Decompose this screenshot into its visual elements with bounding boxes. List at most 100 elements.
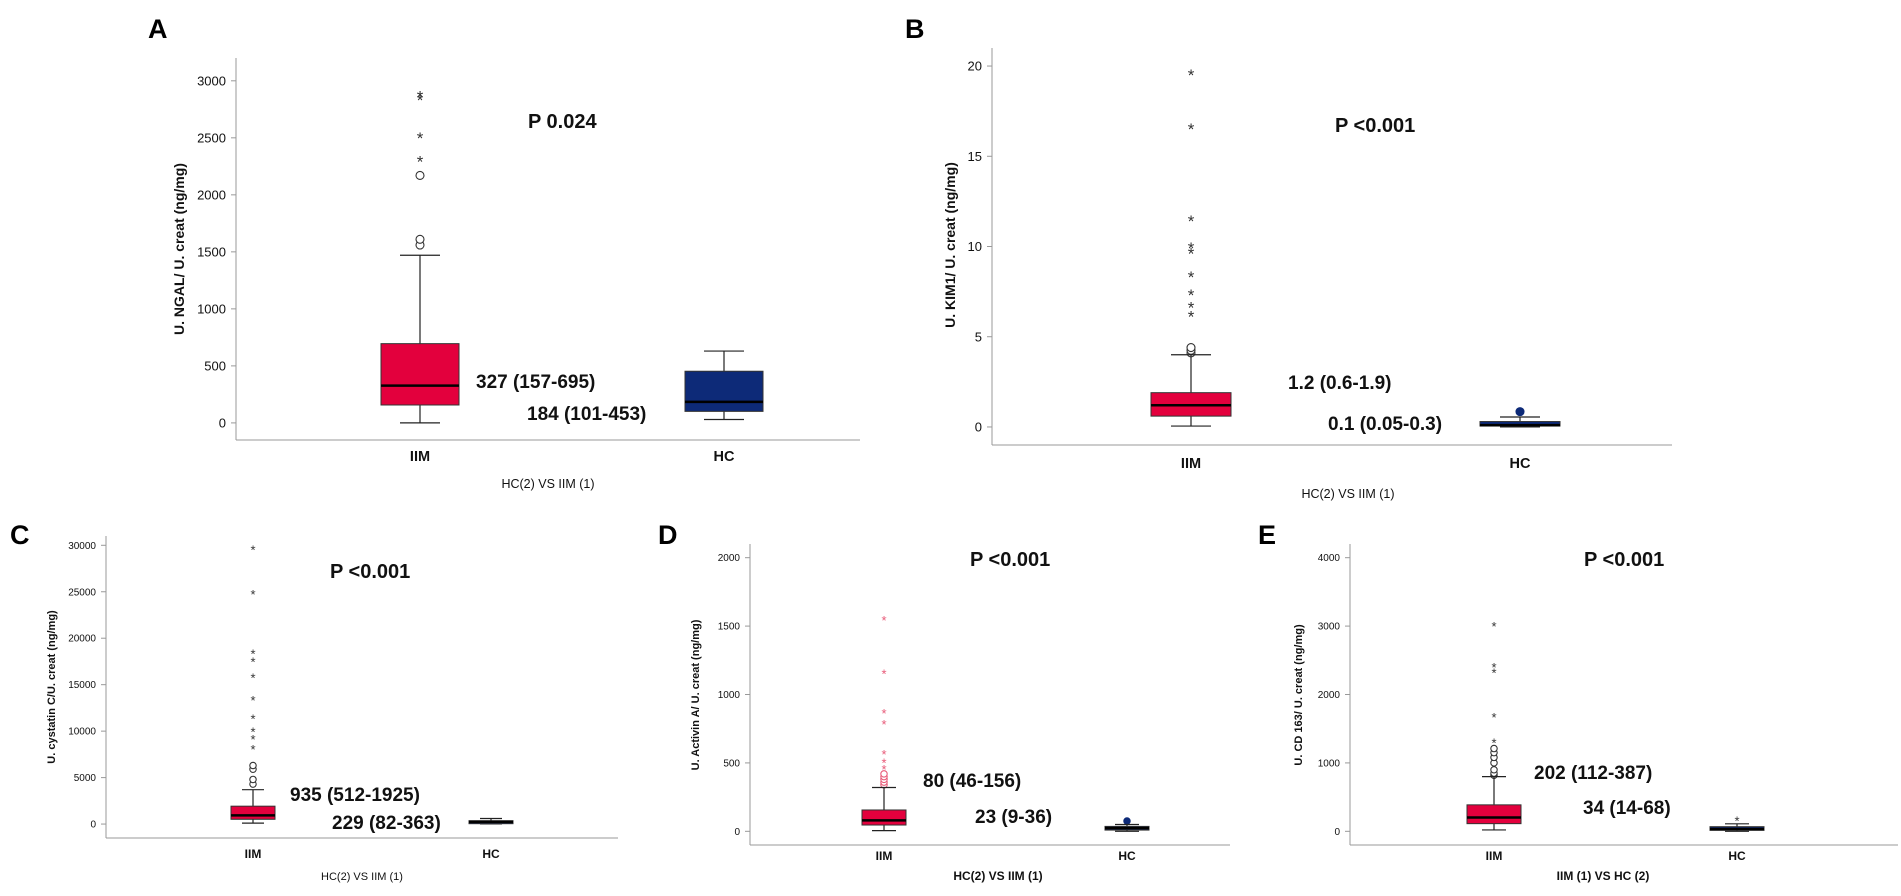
panel-a-iim-outlier-star: *	[417, 91, 424, 110]
panel-e-iim-outlier-star: *	[1491, 666, 1496, 681]
panel-a-xlabel: HC(2) VS IIM (1)	[501, 477, 594, 491]
panel-a-iim-outlier-circle	[415, 170, 425, 181]
panel-d-yticks: 0 500 1000 1500 2000	[718, 553, 750, 838]
panel-a-iim-outlier-star: *	[417, 129, 424, 148]
panel-b-ytick-label: 15	[968, 149, 982, 164]
panel-b-ylabel: U. KIM1/ U. creat (ng/mg)	[942, 162, 958, 328]
panel-c-ytick-label: 20000	[68, 634, 96, 645]
panel-c-iim-outlier-star: *	[250, 542, 255, 557]
panel-e-iim-annotation: 202 (112-387)	[1534, 763, 1652, 784]
panel-b-iim-outlier-star: *	[1188, 308, 1195, 327]
panel-d-p-value: P <0.001	[970, 549, 1050, 571]
panel-c-iim-annotation: 935 (512-1925)	[290, 785, 420, 806]
panel-a-p-value: P 0.024	[528, 111, 597, 133]
panel-d-hc-outlier-circle	[1123, 817, 1131, 825]
panel-d-outliers: *******	[880, 613, 1131, 825]
panel-d-iim-box	[861, 809, 907, 826]
panel-c-p-value: P <0.001	[330, 561, 410, 583]
panel-a-ytick-label: 2000	[197, 187, 226, 202]
panel-b-iim-outlier-circle	[1186, 343, 1196, 353]
panel-e-hc-outlier-star: *	[1734, 813, 1739, 828]
panel-a-ytick-label: 3000	[197, 73, 226, 88]
panel-b-iim-outlier-star: *	[1188, 268, 1195, 287]
panel-a-hc-box	[684, 370, 764, 412]
panel-e-hc-annotation: 34 (14-68)	[1583, 798, 1671, 819]
panel-c-ytick-label: 30000	[68, 541, 96, 552]
panel-c-cat-hc: HC	[482, 847, 500, 861]
panel-e-ytick-label: 0	[1334, 827, 1340, 838]
panel-d-iim-outlier-star: *	[881, 666, 886, 681]
panel-b-iim-outlier-star: *	[1188, 120, 1195, 139]
panel-b-p-value: P <0.001	[1335, 115, 1415, 137]
panel-e-outliers: ******	[1490, 619, 1740, 828]
panel-e-ytick-label: 4000	[1318, 553, 1341, 564]
panel-c-iim-outlier-circle	[249, 775, 257, 784]
panel-b-iim-outlier-star: *	[1188, 299, 1195, 318]
panel-e-iim-box	[1466, 804, 1522, 825]
panel-d-ytick-label: 1500	[718, 622, 741, 633]
panel-e-p-value: P <0.001	[1584, 549, 1664, 571]
panel-a-ytick-label: 1500	[197, 244, 226, 259]
panel-e-ytick-label: 3000	[1318, 622, 1341, 633]
panel-b-ytick-label: 20	[968, 59, 982, 74]
panel-a-yticks: 0 500 1000 1500 2000 2500 3000	[197, 73, 236, 430]
panel-c-ytick-label: 25000	[68, 587, 96, 598]
panel-b-cat-iim: IIM	[1181, 456, 1201, 472]
panel-a-ylabel: U. NGAL/ U. creat (ng/mg)	[171, 163, 187, 335]
panel-e-iim-outlier-star: *	[1491, 710, 1496, 725]
panel-a-cat-iim: IIM	[410, 449, 430, 465]
panel-letter-d: D	[658, 520, 678, 550]
panel-c-iim-outlier-star: *	[250, 646, 255, 661]
panel-e-iim-outlier-star: *	[1491, 660, 1496, 675]
panel-b-iim-outlier-star: *	[1188, 244, 1195, 263]
panel-a-ytick-label: 500	[204, 358, 226, 373]
panel-c-ytick-label: 0	[90, 820, 96, 831]
panel-letter-c: C	[10, 520, 30, 550]
panel-d-ytick-label: 2000	[718, 553, 741, 564]
panel-c-outliers: **********	[249, 542, 257, 788]
panel-letter-e: E	[1258, 520, 1276, 550]
panel-a-iim-outlier-star: *	[417, 88, 424, 107]
panel-d-iim-outlier-star: *	[881, 762, 886, 777]
panel-c-ytick-label: 15000	[68, 680, 96, 691]
panel-c-yticks: 0 5000 10000 15000 20000 25000 30000	[68, 541, 106, 831]
panel-c-iim-outlier-star: *	[250, 587, 255, 602]
panel-b-xlabel: HC(2) VS IIM (1)	[1301, 487, 1394, 501]
panel-a-iim-outlier-star: *	[417, 153, 424, 172]
panel-b-iim-outlier-star: *	[1188, 212, 1195, 231]
panel-e-iim-outlier-circle	[1490, 744, 1498, 753]
panel-c-iim-outlier-star: *	[250, 724, 255, 739]
panel-d-ytick-label: 1000	[718, 690, 741, 701]
panel-e-iim-outlier-circle	[1490, 765, 1498, 774]
panel-c-ytick-label: 5000	[74, 773, 97, 784]
panel-c-iim-outlier-star: *	[250, 671, 255, 686]
panel-d-iim-outlier-star: *	[881, 747, 886, 762]
panel-a-cat-hc: HC	[714, 449, 735, 465]
panel-a-ytick-label: 0	[219, 415, 226, 430]
panel-b-hc-outlier-circle	[1515, 407, 1525, 417]
panel-a-ytick-label: 1000	[197, 301, 226, 316]
panel-d-iim-outlier-circle	[880, 770, 888, 778]
panel-c-iim-outlier-circle	[249, 761, 257, 770]
panel-a-ytick-label: 2500	[197, 130, 226, 145]
panel-b-iim-annotation: 1.2 (0.6-1.9)	[1288, 373, 1392, 394]
panel-letter-b: B	[905, 14, 925, 44]
panel-a-outliers: ****	[415, 88, 425, 250]
panel-d-cat-hc: HC	[1118, 849, 1136, 863]
panel-d-iim-outlier-star: *	[881, 755, 886, 770]
panel-c-iim-box	[230, 805, 276, 820]
panel-b-ytick-label: 10	[968, 239, 982, 254]
panel-e-ylabel: U. CD 163/ U. creat (ng/mg)	[1293, 624, 1305, 766]
panel-c-ylabel: U. cystatin C/U. creat (ng/mg)	[46, 610, 58, 764]
panel-b-ytick-label: 5	[975, 329, 982, 344]
panel-b-cat-hc: HC	[1510, 456, 1531, 472]
panel-d-cat-iim: IIM	[876, 849, 893, 863]
panel-e-iim-outlier-star: *	[1491, 619, 1496, 634]
panel-a-iim-box	[380, 343, 460, 406]
panel-e-ytick-label: 1000	[1318, 758, 1341, 769]
